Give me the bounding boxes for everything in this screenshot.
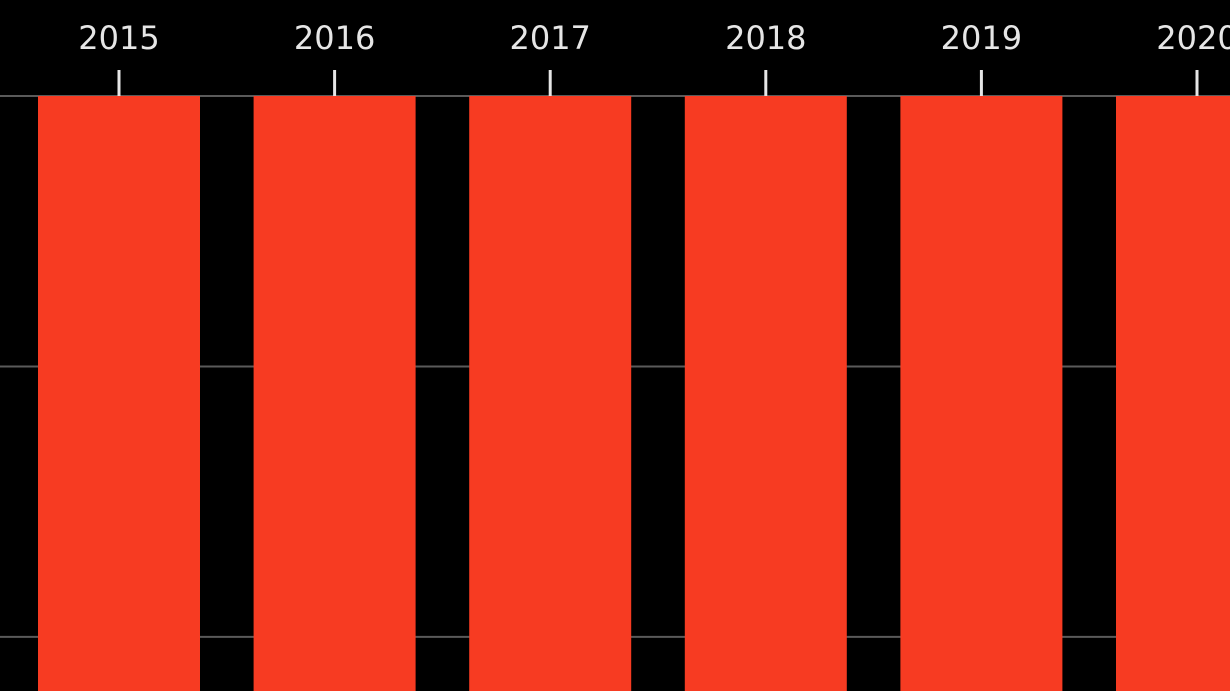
bar [469, 96, 632, 691]
x-tick-label: 2019 [941, 19, 1022, 57]
x-tick-label: 2020 [1156, 19, 1230, 57]
x-tick-label: 2017 [509, 19, 590, 57]
x-tick-label: 2016 [294, 19, 375, 57]
bar [900, 96, 1063, 691]
x-tick-label: 2018 [725, 19, 806, 57]
bar [253, 96, 416, 691]
x-tick-label: 2015 [78, 19, 159, 57]
bar [684, 96, 847, 691]
bar [38, 96, 200, 691]
bar [1116, 96, 1230, 691]
